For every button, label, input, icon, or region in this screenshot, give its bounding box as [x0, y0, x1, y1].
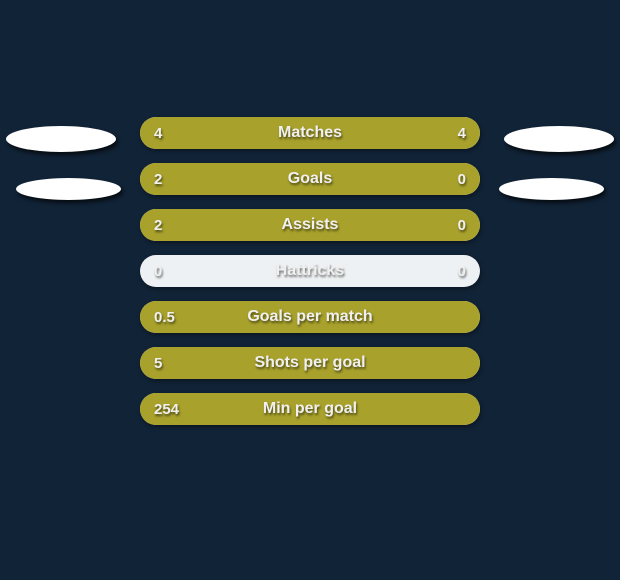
- bar-label: Assists: [140, 209, 480, 241]
- bar-label: Goals per match: [140, 301, 480, 333]
- page-background: [0, 0, 620, 580]
- stat-bar: 20Goals: [140, 163, 480, 195]
- stat-bar: 5Shots per goal: [140, 347, 480, 379]
- player2-club-badge-2: [499, 178, 604, 200]
- stat-bar: 44Matches: [140, 117, 480, 149]
- bar-label: Matches: [140, 117, 480, 149]
- bar-label: Hattricks: [140, 255, 480, 287]
- stat-bar: 20Assists: [140, 209, 480, 241]
- player2-club-badge-1: [504, 126, 614, 152]
- stat-bar: 0.5Goals per match: [140, 301, 480, 333]
- player1-club-badge-1: [6, 126, 116, 152]
- bar-label: Goals: [140, 163, 480, 195]
- bar-label: Min per goal: [140, 393, 480, 425]
- bar-label: Shots per goal: [140, 347, 480, 379]
- stat-bar: 254Min per goal: [140, 393, 480, 425]
- stat-bar: 00Hattricks: [140, 255, 480, 287]
- player1-club-badge-2: [16, 178, 121, 200]
